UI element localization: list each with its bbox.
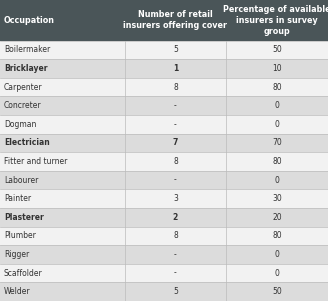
Bar [125, 282, 226, 301]
Bar [125, 152, 226, 171]
Text: Dogman: Dogman [4, 120, 36, 129]
Text: Fitter and turner: Fitter and turner [4, 157, 67, 166]
Bar [125, 171, 226, 189]
Bar [226, 0, 328, 41]
Bar [125, 189, 226, 208]
Bar [0, 134, 125, 152]
Text: 30: 30 [272, 194, 282, 203]
Text: Rigger: Rigger [4, 250, 29, 259]
Bar [0, 189, 125, 208]
Bar [125, 115, 226, 134]
Bar [125, 264, 226, 282]
Text: Scaffolder: Scaffolder [4, 268, 43, 278]
Bar [125, 96, 226, 115]
Text: 50: 50 [272, 287, 282, 296]
Bar [125, 245, 226, 264]
Bar [125, 78, 226, 96]
Text: 70: 70 [272, 138, 282, 147]
Bar [0, 0, 125, 41]
Bar [226, 171, 328, 189]
Bar [125, 227, 226, 245]
Text: 5: 5 [173, 45, 178, 54]
Text: 0: 0 [275, 250, 279, 259]
Bar [226, 208, 328, 227]
Bar [125, 41, 226, 59]
Text: 20: 20 [272, 213, 282, 222]
Bar [226, 96, 328, 115]
Text: 1: 1 [173, 64, 178, 73]
Bar [0, 78, 125, 96]
Text: Plumber: Plumber [4, 231, 36, 240]
Bar [125, 59, 226, 78]
Text: Labourer: Labourer [4, 175, 38, 185]
Bar [226, 264, 328, 282]
Text: 80: 80 [272, 231, 282, 240]
Text: 7: 7 [173, 138, 178, 147]
Bar [226, 134, 328, 152]
Text: 0: 0 [275, 175, 279, 185]
Text: -: - [174, 175, 177, 185]
Text: Percentage of available
insurers in survey
group: Percentage of available insurers in surv… [223, 5, 328, 36]
Bar [0, 152, 125, 171]
Text: 8: 8 [173, 157, 178, 166]
Text: -: - [174, 250, 177, 259]
Bar [226, 41, 328, 59]
Bar [226, 115, 328, 134]
Text: -: - [174, 101, 177, 110]
Bar [0, 264, 125, 282]
Text: 0: 0 [275, 268, 279, 278]
Text: Boilermaker: Boilermaker [4, 45, 50, 54]
Bar [0, 227, 125, 245]
Text: 10: 10 [272, 64, 282, 73]
Text: 0: 0 [275, 120, 279, 129]
Text: Bricklayer: Bricklayer [4, 64, 48, 73]
Text: -: - [174, 120, 177, 129]
Text: 2: 2 [173, 213, 178, 222]
Text: 3: 3 [173, 194, 178, 203]
Bar [0, 115, 125, 134]
Bar [0, 59, 125, 78]
Text: 8: 8 [173, 83, 178, 92]
Text: -: - [174, 268, 177, 278]
Bar [125, 134, 226, 152]
Bar [125, 0, 226, 41]
Text: 80: 80 [272, 157, 282, 166]
Text: 0: 0 [275, 101, 279, 110]
Bar [125, 208, 226, 227]
Bar [0, 41, 125, 59]
Text: Painter: Painter [4, 194, 31, 203]
Bar [0, 171, 125, 189]
Text: Electrician: Electrician [4, 138, 50, 147]
Text: 50: 50 [272, 45, 282, 54]
Bar [226, 245, 328, 264]
Bar [0, 282, 125, 301]
Bar [0, 96, 125, 115]
Text: Welder: Welder [4, 287, 31, 296]
Bar [226, 227, 328, 245]
Bar [226, 59, 328, 78]
Bar [226, 152, 328, 171]
Text: Concreter: Concreter [4, 101, 42, 110]
Bar [226, 78, 328, 96]
Text: Occupation: Occupation [4, 16, 55, 25]
Text: 80: 80 [272, 83, 282, 92]
Bar [226, 282, 328, 301]
Text: 5: 5 [173, 287, 178, 296]
Bar [0, 245, 125, 264]
Text: 8: 8 [173, 231, 178, 240]
Text: Plasterer: Plasterer [4, 213, 44, 222]
Bar [0, 208, 125, 227]
Bar [226, 189, 328, 208]
Text: Number of retail
insurers offering cover: Number of retail insurers offering cover [123, 10, 228, 30]
Text: Carpenter: Carpenter [4, 83, 43, 92]
